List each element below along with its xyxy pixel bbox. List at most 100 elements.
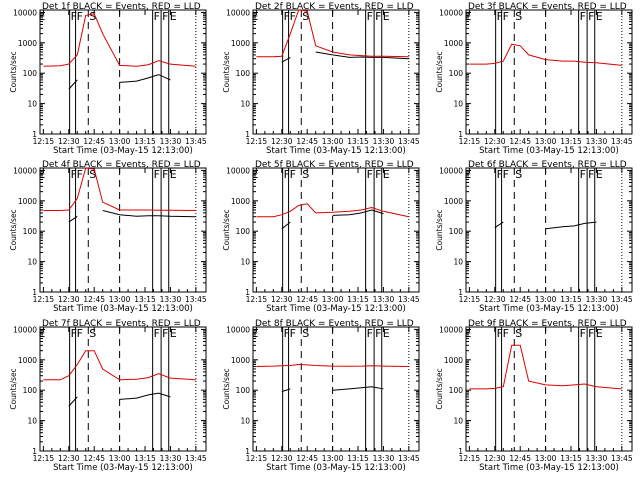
x-tick-label: 12:45 (509, 295, 531, 304)
y-tick-label: 1000 (231, 197, 250, 206)
x-tick-label: 13:00 (535, 137, 557, 146)
interval-label: F (503, 168, 509, 181)
y-tick-label: 100 (23, 227, 38, 236)
interval-label: F (580, 168, 586, 181)
x-tick-label: 13:15 (560, 295, 582, 304)
x-axis-label: Start Time (03-May-15 12:13:00) (266, 146, 406, 156)
panel-title: Det 6f BLACK = Events, RED = LLD (468, 160, 627, 170)
y-tick-label: 10 (240, 100, 250, 109)
interval-label: S (89, 10, 96, 23)
x-tick-label: 13:45 (611, 295, 633, 304)
x-tick-label: 13:30 (160, 137, 182, 146)
x-tick-label: 13:45 (398, 137, 420, 146)
interval-label: F (588, 327, 594, 340)
x-tick-label: 12:30 (484, 454, 506, 463)
interval-label: F (588, 10, 594, 23)
y-tick-label: 10 (27, 417, 37, 426)
y-tick-label: 10000 (226, 166, 250, 175)
interval-label: F (162, 168, 168, 181)
interval-label: S (515, 10, 522, 23)
interval-label: S (515, 327, 522, 340)
events-series-line (494, 221, 597, 230)
y-tick-label: 10000 (13, 8, 37, 17)
y-tick-label: 1000 (231, 39, 250, 48)
interval-label: E (464, 168, 471, 181)
interval-label: F (375, 10, 381, 23)
x-tick-label: 12:15 (459, 137, 481, 146)
interval-label: F (154, 10, 160, 23)
interval-label: F (588, 168, 594, 181)
interval-label: F (162, 10, 168, 23)
events-series-line (68, 74, 171, 90)
lld-series-line (43, 167, 196, 211)
interval-label: F (162, 327, 168, 340)
panel-det-6f: Det 6f BLACK = Events, RED = LLD 1 10 100 10… (435, 160, 633, 314)
interval-label: F (503, 327, 509, 340)
x-tick-label: 13:30 (373, 137, 395, 146)
y-tick-label: 1 (32, 447, 37, 456)
interval-label: E (251, 10, 258, 23)
interval-label: F (580, 327, 586, 340)
interval-label: F (367, 168, 373, 181)
x-tick-label: 12:45 (83, 295, 105, 304)
panel-det-9f: Det 9f BLACK = Events, RED = LLD 1 10 100 10… (435, 319, 633, 473)
events-series-line (281, 51, 409, 63)
interval-label: F (284, 327, 290, 340)
x-tick-label: 13:00 (109, 295, 131, 304)
interval-label: F (154, 327, 160, 340)
x-axis-label: Start Time (03-May-15 12:13:00) (266, 304, 406, 314)
panel-det-7f: Det 7f BLACK = Events, RED = LLD 1 10 100 10… (9, 319, 207, 473)
x-tick-label: 13:15 (560, 454, 582, 463)
events-series-line (68, 210, 196, 223)
x-tick-label: 12:15 (246, 454, 268, 463)
y-tick-label: 10000 (439, 8, 463, 17)
interval-label: F (284, 10, 290, 23)
panel-title: Det 9f BLACK = Events, RED = LLD (468, 319, 627, 329)
x-tick-label: 13:45 (611, 137, 633, 146)
x-tick-label: 12:45 (296, 137, 318, 146)
interval-label: S (302, 168, 309, 181)
x-tick-label: 12:15 (246, 295, 268, 304)
panel-det-1f: Det 1f BLACK = Events, RED = LLD 1 10 100 10… (9, 2, 207, 156)
x-tick-label: 13:00 (535, 295, 557, 304)
y-tick-label: 1 (458, 447, 463, 456)
interval-label: E (170, 10, 177, 23)
y-tick-label: 100 (23, 69, 38, 78)
y-tick-label: 1 (245, 288, 250, 297)
y-tick-label: 10000 (13, 166, 37, 175)
x-tick-label: 13:00 (109, 137, 131, 146)
interval-label: F (375, 168, 381, 181)
events-series-line (281, 209, 384, 230)
interval-label: E (170, 168, 177, 181)
y-tick-label: 1 (245, 130, 250, 139)
interval-label: S (302, 327, 309, 340)
x-tick-label: 13:45 (611, 454, 633, 463)
interval-label: F (497, 168, 503, 181)
lld-series-line (469, 344, 622, 390)
x-tick-label: 13:30 (586, 454, 608, 463)
interval-label: E (464, 10, 471, 23)
interval-label: E (38, 10, 45, 23)
interval-label: E (596, 168, 603, 181)
x-tick-label: 12:30 (484, 137, 506, 146)
interval-label: F (77, 10, 83, 23)
x-tick-label: 12:30 (58, 137, 80, 146)
y-tick-label: 100 (23, 386, 38, 395)
events-series-line (281, 386, 384, 393)
x-axis-label: Start Time (03-May-15 12:13:00) (479, 463, 619, 473)
y-axis-label: Counts/sec (222, 51, 231, 92)
x-tick-label: 13:00 (535, 454, 557, 463)
x-tick-label: 12:15 (33, 137, 55, 146)
interval-label: E (596, 327, 603, 340)
x-tick-label: 13:45 (185, 454, 207, 463)
x-tick-label: 12:30 (271, 295, 293, 304)
interval-label: E (596, 10, 603, 23)
plot-frame (252, 9, 420, 135)
panel-title: Det 8f BLACK = Events, RED = LLD (255, 319, 414, 329)
x-tick-label: 13:15 (134, 454, 156, 463)
lld-series-line (256, 363, 409, 367)
panel-det-2f: Det 2f BLACK = Events, RED = LLD 1 10 100 10… (222, 2, 420, 156)
interval-label: E (251, 168, 258, 181)
y-tick-label: 1 (245, 447, 250, 456)
